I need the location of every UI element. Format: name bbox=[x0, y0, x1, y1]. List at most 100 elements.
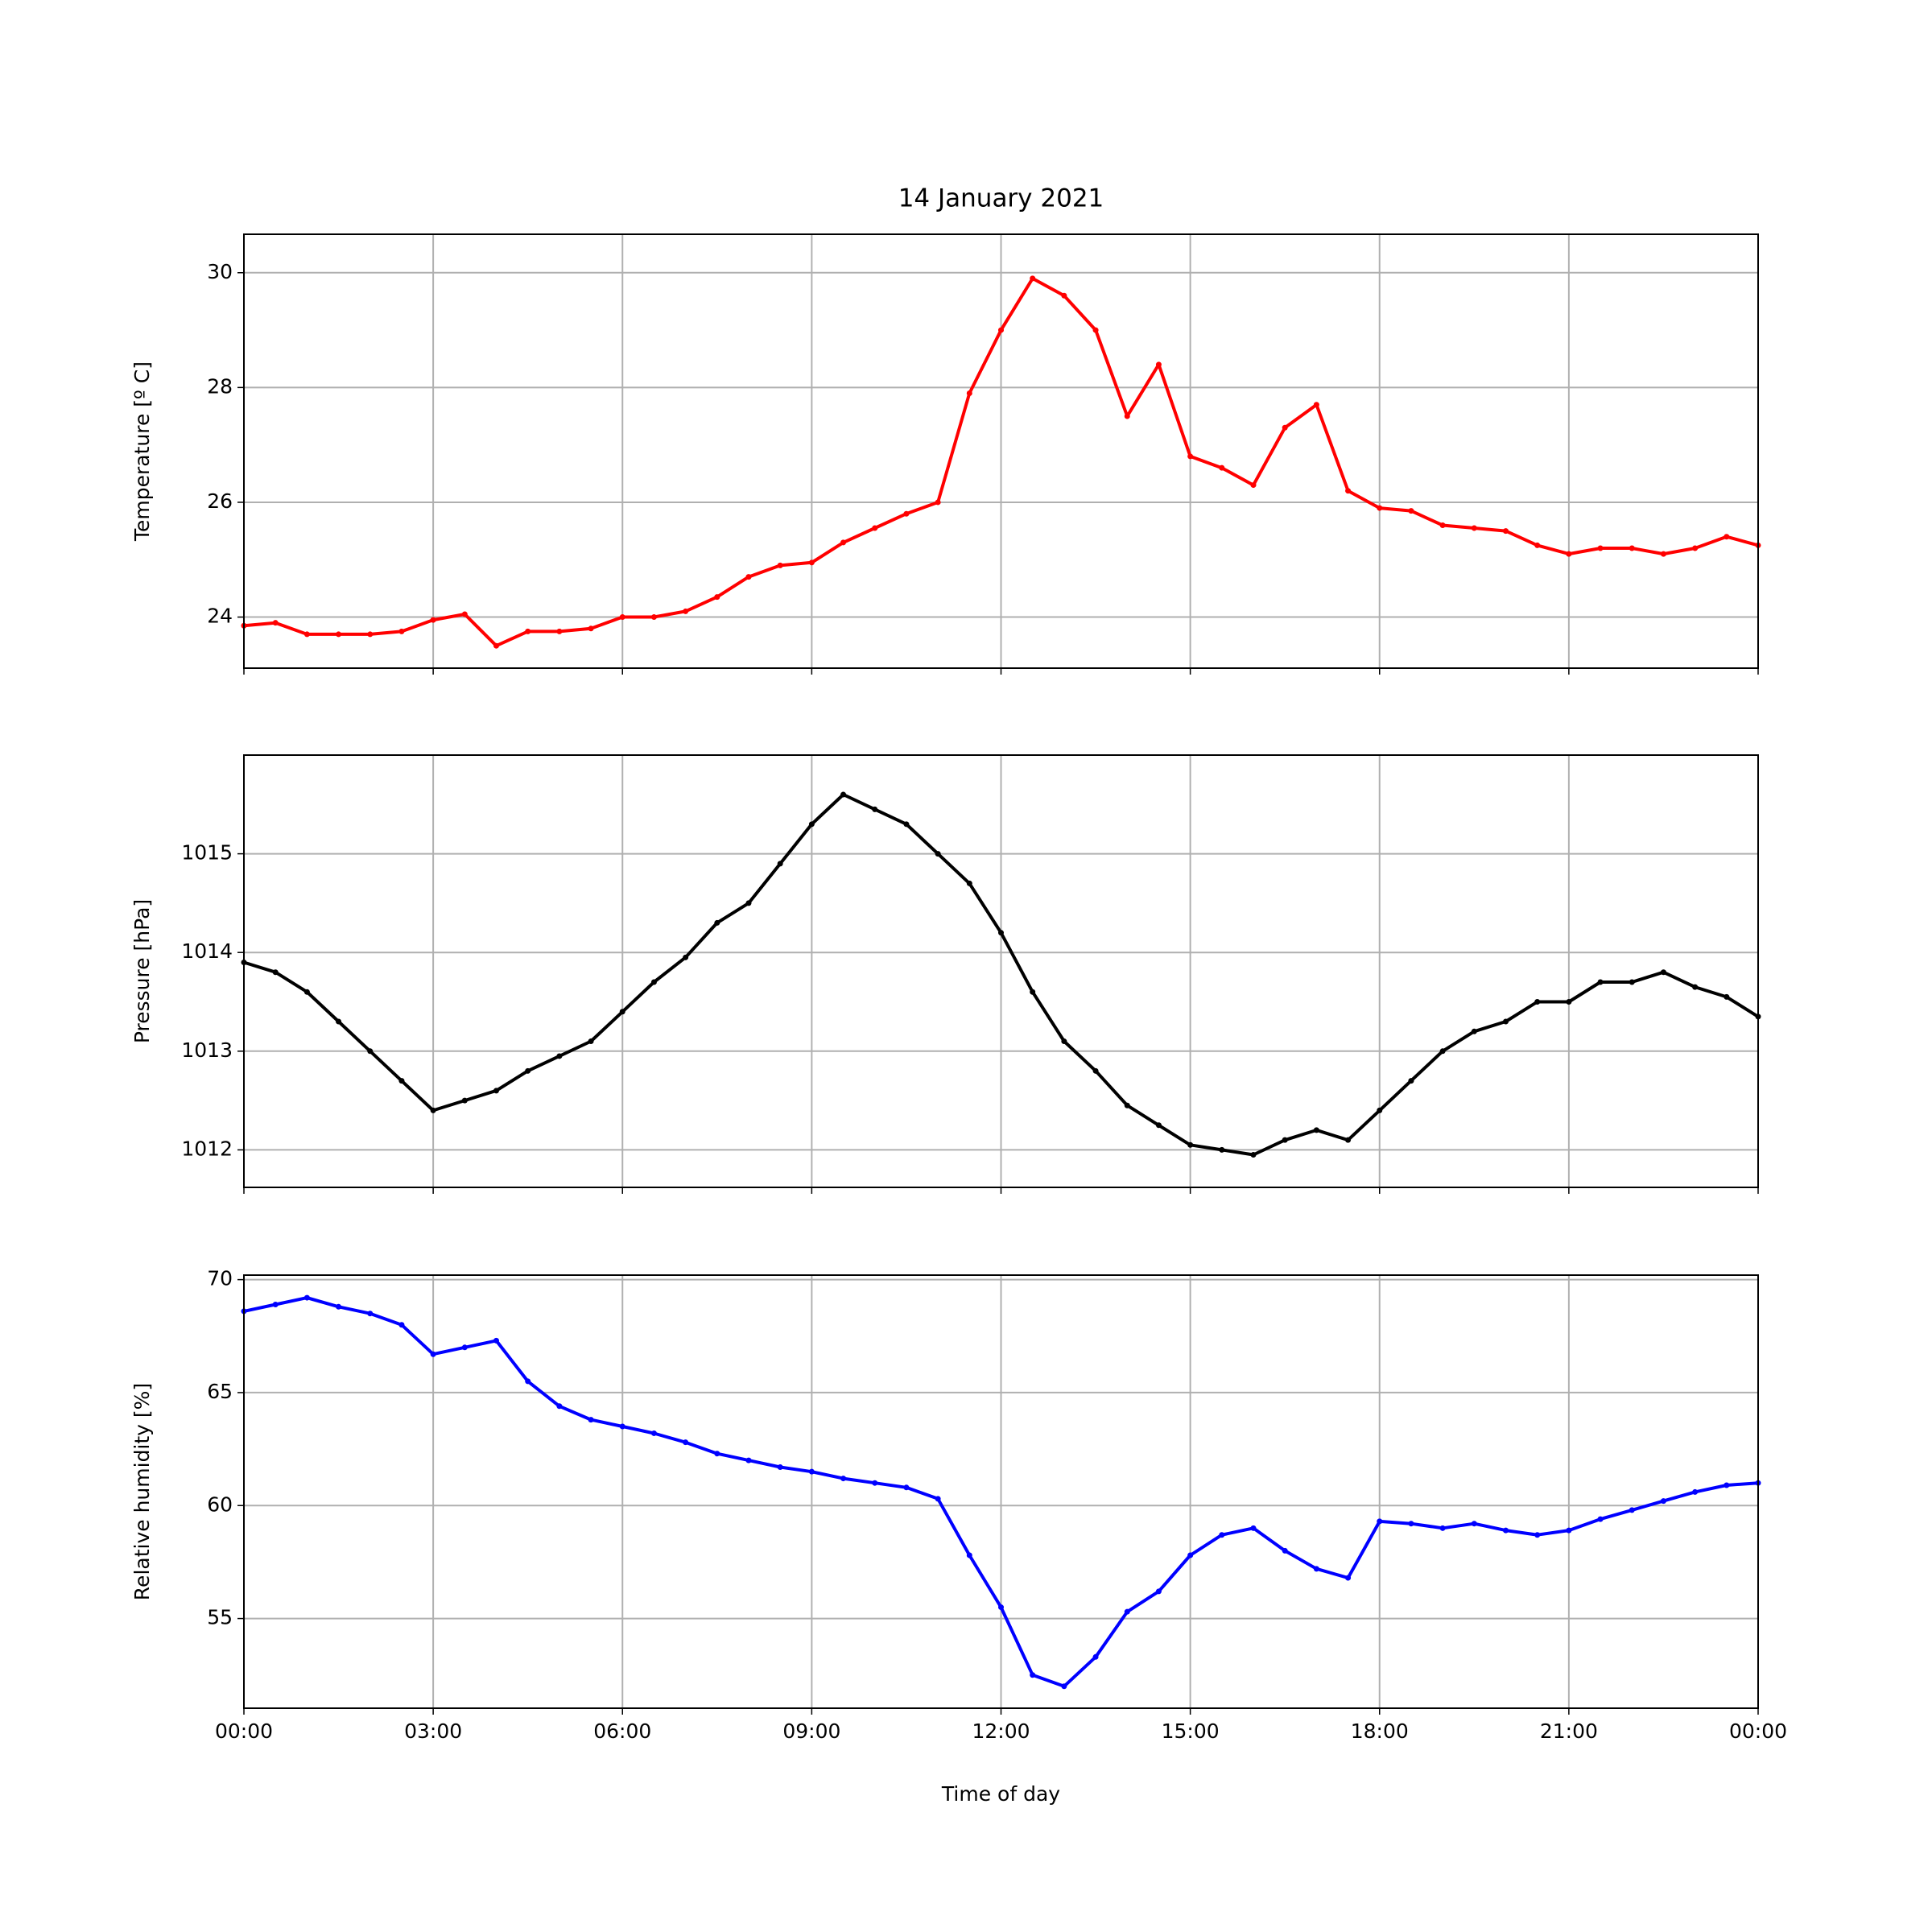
data-point bbox=[493, 1088, 499, 1094]
y-tick-label: 24 bbox=[207, 605, 233, 628]
data-point bbox=[1597, 545, 1604, 551]
data-point bbox=[525, 1378, 531, 1385]
data-point bbox=[998, 930, 1004, 936]
data-point bbox=[1345, 488, 1352, 494]
data-point bbox=[714, 1451, 720, 1457]
data-point bbox=[1629, 1507, 1635, 1513]
data-point bbox=[683, 608, 689, 614]
data-point bbox=[966, 1552, 972, 1558]
data-point bbox=[272, 969, 279, 976]
data-point bbox=[367, 631, 374, 638]
data-point bbox=[1377, 1518, 1383, 1525]
data-point bbox=[808, 559, 815, 566]
data-point bbox=[998, 327, 1004, 333]
data-point bbox=[777, 562, 783, 568]
data-point bbox=[619, 614, 625, 621]
data-point bbox=[714, 919, 720, 926]
data-point bbox=[1377, 1107, 1383, 1113]
data-point bbox=[1629, 545, 1635, 551]
data-point bbox=[493, 1337, 499, 1344]
data-point bbox=[1061, 1038, 1067, 1045]
x-tick-label: 00:00 bbox=[1729, 1719, 1787, 1743]
data-point bbox=[1219, 1146, 1225, 1153]
data-point bbox=[903, 821, 910, 828]
data-point bbox=[1471, 525, 1477, 531]
data-point bbox=[998, 1604, 1004, 1611]
data-point bbox=[1219, 1532, 1225, 1538]
data-point bbox=[1566, 1527, 1572, 1534]
data-point bbox=[1566, 999, 1572, 1005]
y-tick-label: 60 bbox=[207, 1492, 233, 1516]
data-point bbox=[1503, 1527, 1509, 1534]
data-point bbox=[1439, 1525, 1446, 1531]
data-point bbox=[1408, 508, 1414, 514]
data-point bbox=[650, 614, 657, 621]
data-point bbox=[461, 611, 468, 617]
data-point bbox=[1660, 1498, 1666, 1505]
data-point bbox=[1282, 424, 1288, 431]
data-point bbox=[367, 1048, 374, 1055]
y-tick-label: 30 bbox=[207, 260, 233, 283]
data-point bbox=[903, 1484, 910, 1491]
data-point bbox=[430, 617, 436, 623]
data-point bbox=[367, 1311, 374, 1317]
data-point bbox=[1471, 1521, 1477, 1527]
data-point bbox=[1534, 999, 1541, 1005]
data-point bbox=[1124, 413, 1130, 419]
axes-frame bbox=[243, 233, 1759, 669]
data-point bbox=[525, 1067, 531, 1074]
y-tick-label: 1014 bbox=[181, 939, 233, 963]
data-point bbox=[935, 851, 941, 857]
data-point bbox=[1597, 979, 1604, 985]
data-point bbox=[1282, 1137, 1288, 1143]
data-point bbox=[1282, 1547, 1288, 1554]
data-point bbox=[1187, 1552, 1194, 1558]
y-axis-label: Temperature [º C] bbox=[130, 361, 154, 542]
data-point bbox=[1092, 1653, 1099, 1660]
data-point bbox=[1187, 1141, 1194, 1148]
data-point bbox=[1250, 1152, 1257, 1158]
data-point bbox=[966, 880, 972, 886]
data-point bbox=[303, 631, 310, 638]
y-tick-label: 1015 bbox=[181, 841, 233, 865]
data-point bbox=[336, 1303, 342, 1310]
data-point bbox=[1219, 464, 1225, 471]
data-point bbox=[840, 539, 847, 546]
data-point bbox=[683, 954, 689, 960]
data-point bbox=[872, 806, 878, 812]
data-point bbox=[525, 628, 531, 634]
data-point bbox=[430, 1107, 436, 1113]
data-point bbox=[272, 620, 279, 626]
data-point bbox=[1030, 989, 1036, 995]
data-point bbox=[461, 1097, 468, 1104]
x-tick-label: 09:00 bbox=[782, 1719, 840, 1743]
data-point bbox=[1345, 1575, 1352, 1581]
data-point bbox=[556, 1403, 563, 1410]
x-axis-label: Time of day bbox=[941, 1782, 1060, 1806]
data-point bbox=[1345, 1137, 1352, 1143]
x-tick-label: 18:00 bbox=[1351, 1719, 1409, 1743]
data-point bbox=[1313, 1127, 1319, 1133]
data-point bbox=[1061, 292, 1067, 299]
x-tick-label: 21:00 bbox=[1540, 1719, 1598, 1743]
data-point bbox=[556, 628, 563, 634]
data-point bbox=[745, 1457, 752, 1463]
data-point bbox=[1377, 505, 1383, 511]
data-point bbox=[493, 642, 499, 649]
data-point bbox=[303, 1294, 310, 1301]
x-tick-label: 12:00 bbox=[972, 1719, 1030, 1743]
data-point bbox=[1155, 1122, 1162, 1129]
data-point bbox=[1534, 1532, 1541, 1538]
data-point bbox=[1692, 984, 1699, 990]
data-point bbox=[1724, 1482, 1730, 1488]
data-point bbox=[966, 390, 972, 396]
chart-title: 14 January 2021 bbox=[898, 184, 1104, 213]
data-point bbox=[398, 628, 405, 634]
data-point bbox=[935, 499, 941, 506]
y-tick-label: 28 bbox=[207, 374, 233, 398]
data-point bbox=[650, 1430, 657, 1436]
data-point bbox=[1030, 1672, 1036, 1678]
data-point bbox=[1155, 1588, 1162, 1595]
data-point bbox=[588, 1038, 594, 1045]
